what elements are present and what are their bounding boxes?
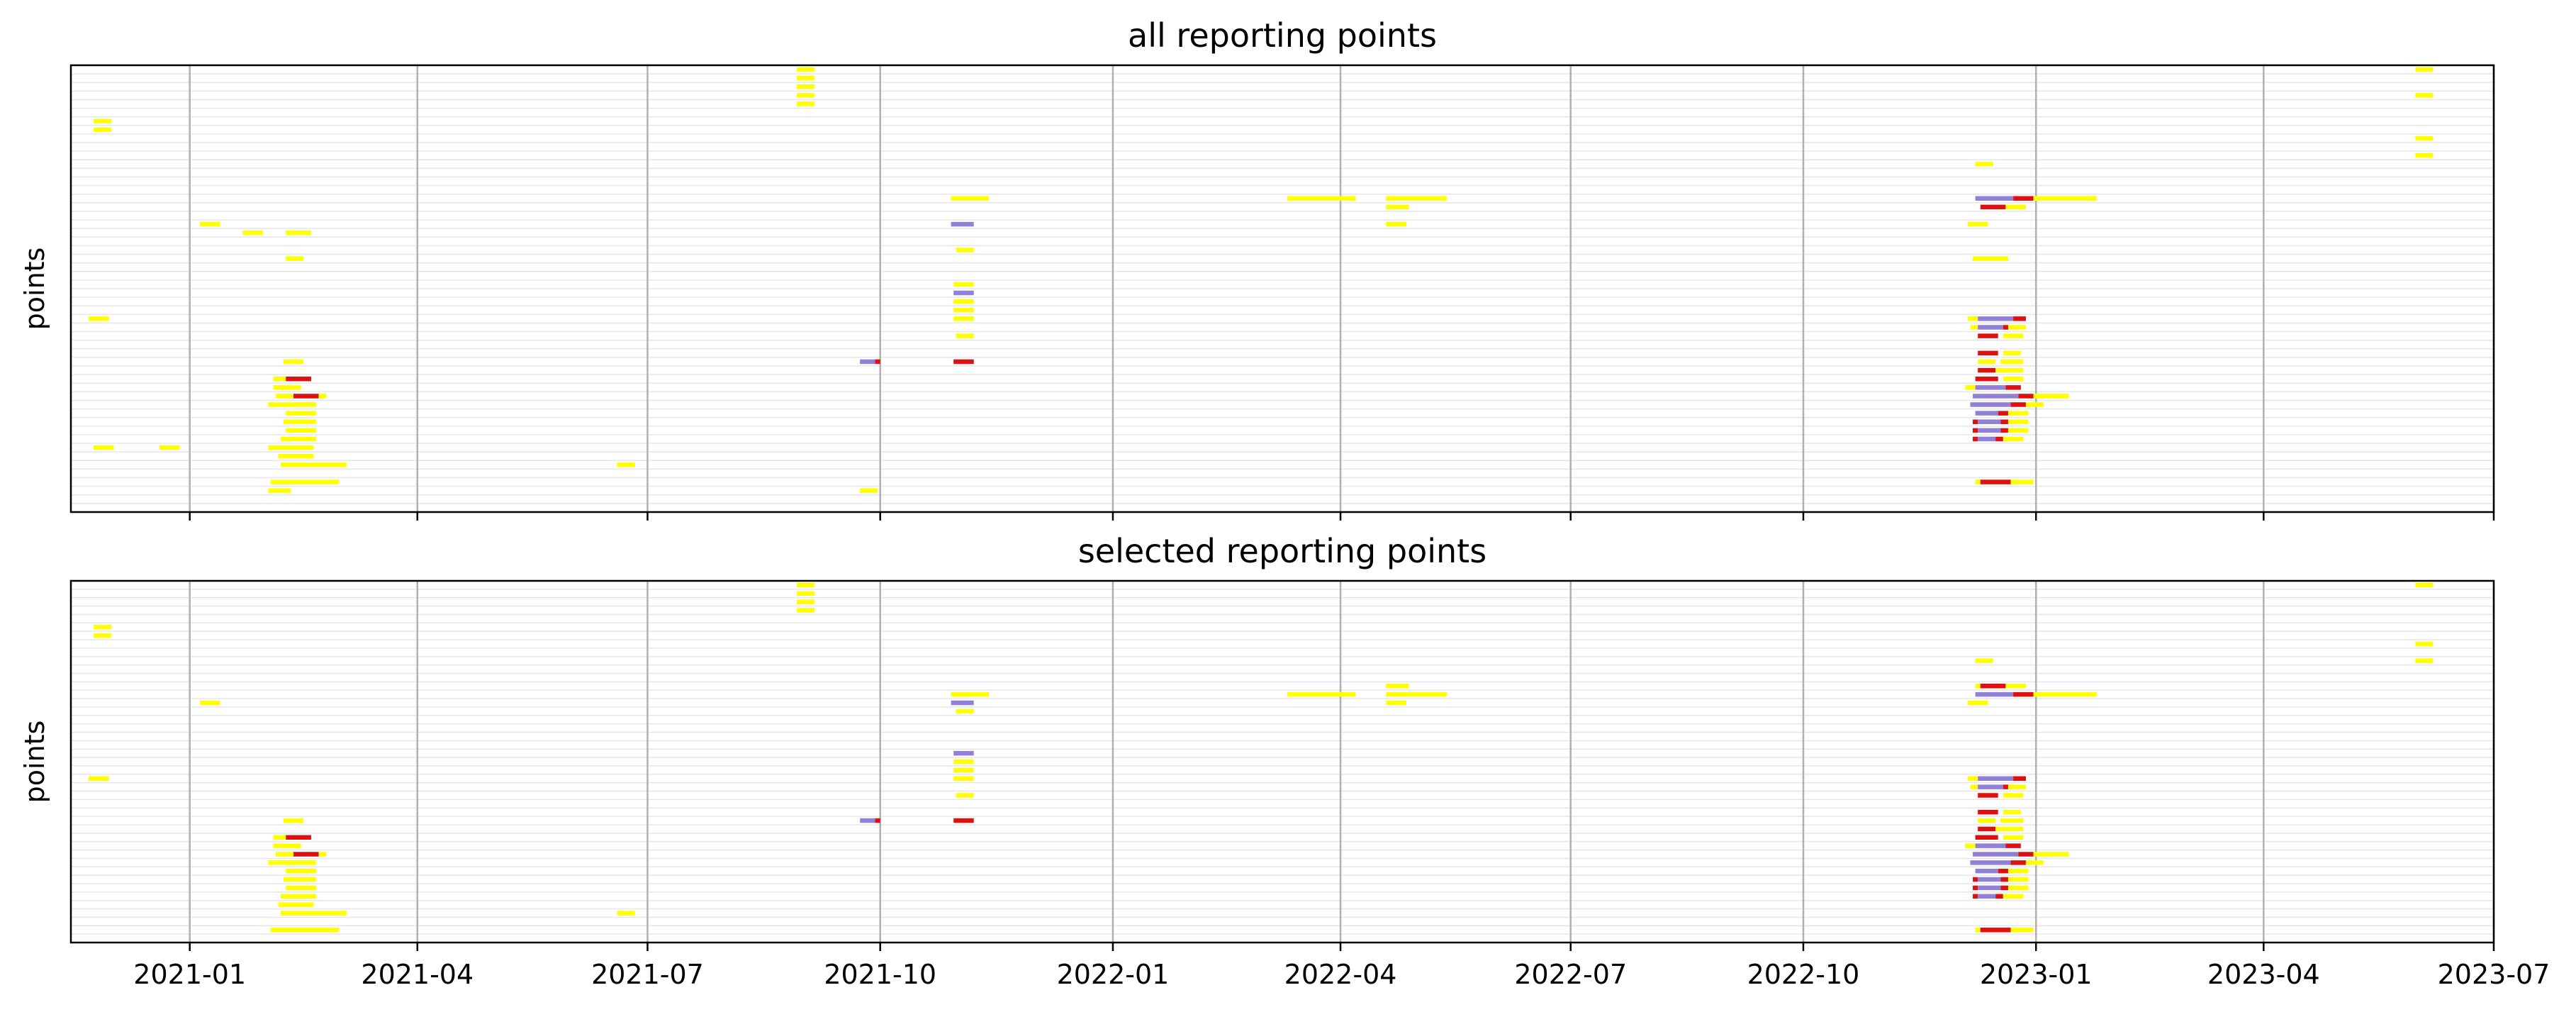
chart-panel: 2021-01 2021-04 2021-07 2021-10 2022-01 2022-…: [19, 532, 2550, 990]
axes-frame: [69, 64, 2495, 513]
chart-panel: all reporting points points: [19, 16, 2495, 521]
x-tick-label: 2021-01: [133, 959, 246, 990]
x-tick-label: 2022-04: [1284, 959, 1397, 990]
x-tick-label: 2022-01: [1057, 959, 1170, 990]
chart-title: selected reporting points: [1078, 532, 1486, 570]
x-tick-label: 2021-10: [824, 959, 936, 990]
axes-frame: [69, 579, 2495, 944]
x-tick-label: 2021-04: [361, 959, 474, 990]
x-tick-label: 2022-07: [1514, 959, 1627, 990]
y-axis-label: points: [19, 248, 50, 330]
y-axis-label: points: [19, 721, 50, 804]
x-tick-label: 2023-01: [1980, 959, 2093, 990]
x-tick-label: 2023-04: [2207, 959, 2320, 990]
chart-title: all reporting points: [1128, 16, 1437, 55]
x-tick-label: 2022-10: [1747, 959, 1860, 990]
x-tick-label: 2023-07: [2438, 959, 2550, 990]
x-tick-label: 2021-07: [591, 959, 704, 990]
